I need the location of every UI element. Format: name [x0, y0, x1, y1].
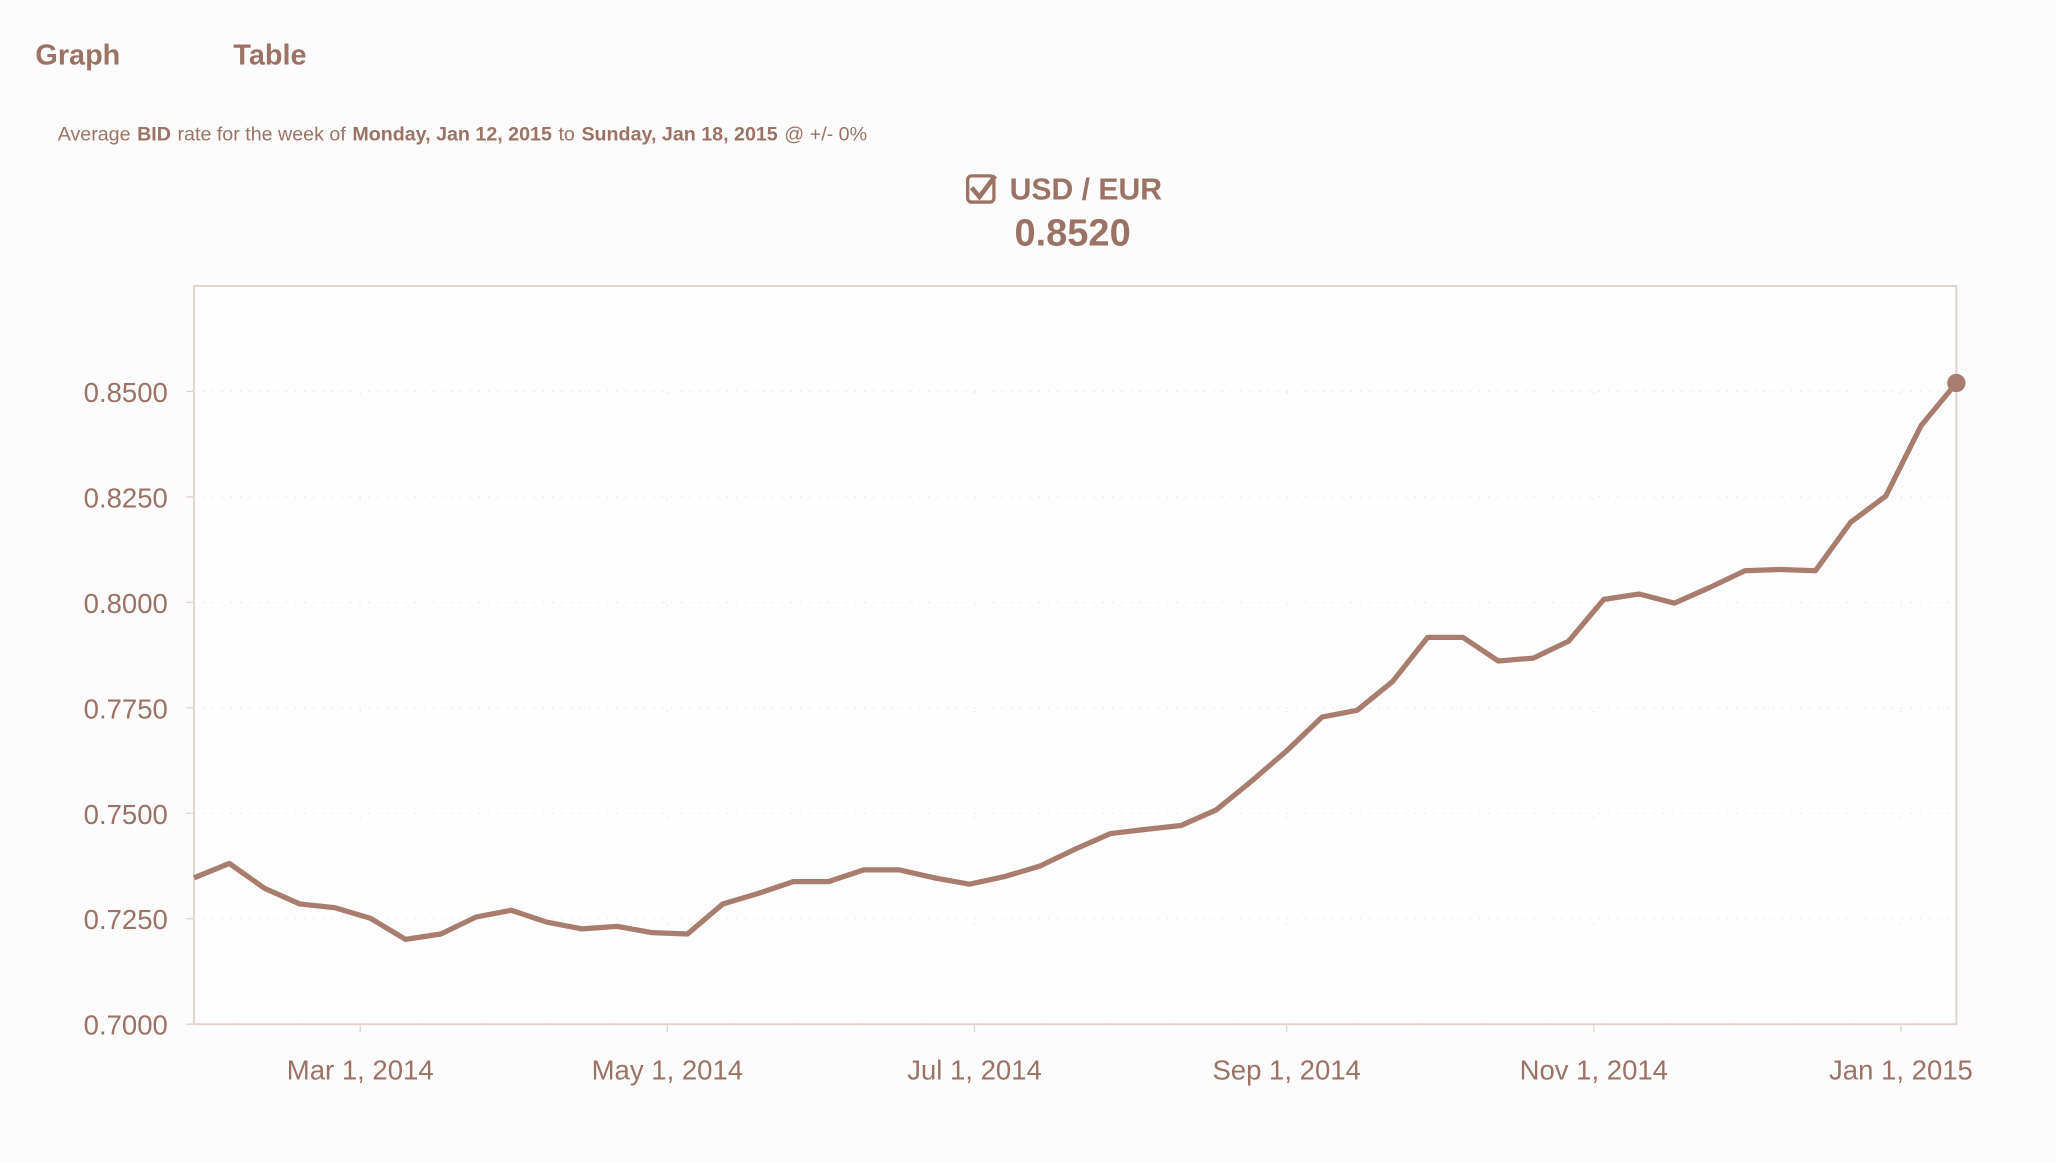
plot-area [193, 284, 1958, 1026]
last-point [1947, 373, 1966, 393]
y-tick-label: 0.7750 [84, 693, 168, 724]
series-name: USD / EUR [1010, 173, 1163, 206]
subtitle: Average BID rate for the week of Monday, Ja… [58, 123, 867, 145]
subtitle-part: BID [137, 123, 171, 145]
y-tick-label: 0.7500 [84, 799, 168, 830]
graph-tab[interactable]: Graph [35, 39, 120, 71]
x-tick-label: Sep 1, 2014 [1212, 1054, 1360, 1085]
subtitle-part: @ +/- 0% [784, 123, 867, 145]
x-tick-label: May 1, 2014 [592, 1054, 743, 1085]
y-tick-label: 0.8250 [84, 482, 168, 513]
y-tick-label: 0.8500 [84, 377, 168, 408]
subtitle-part: Monday, Jan 12, 2015 [352, 123, 552, 145]
x-tick-label: Jan 1, 2015 [1829, 1054, 1973, 1085]
x-tick-label: Mar 1, 2014 [287, 1054, 434, 1085]
x-tick-label: Jul 1, 2014 [907, 1054, 1042, 1085]
x-tick-label: Nov 1, 2014 [1520, 1054, 1668, 1085]
y-tick-label: 0.7250 [84, 904, 168, 935]
subtitle-part: rate for the week of [178, 123, 347, 145]
subtitle-part: Average [58, 123, 131, 145]
y-tick-label: 0.8000 [84, 588, 168, 619]
y-tick-label: 0.7000 [84, 1010, 168, 1041]
checkbox-icon[interactable] [966, 174, 998, 204]
headline-value: 0.8520 [1014, 212, 1130, 254]
table-tab[interactable]: Table [233, 39, 306, 71]
series-line [193, 381, 1959, 942]
subtitle-part: Sunday, Jan 18, 2015 [581, 123, 777, 145]
subtitle-part: to [558, 123, 574, 145]
